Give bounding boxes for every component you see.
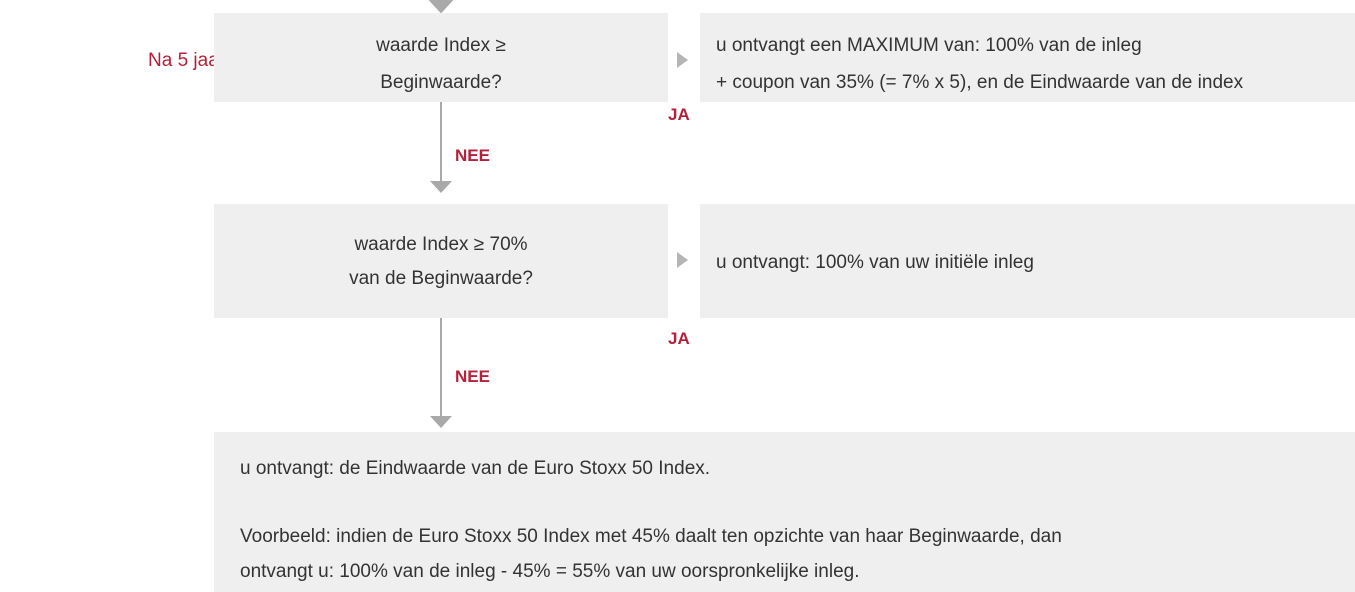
- question-line: van de Beginwaarde?: [349, 268, 533, 289]
- outcome-line: + coupon van 35% (= 7% x 5), en de Eindw…: [716, 72, 1244, 93]
- no-label: NEE: [455, 367, 490, 386]
- question-line: waarde Index ≥ 70%: [354, 234, 528, 255]
- pointer: [677, 252, 688, 268]
- outcome-line: u ontvangt een MAXIMUM van: 100% van de …: [716, 35, 1142, 56]
- no-label: NEE: [455, 146, 490, 165]
- outcome-box: [700, 204, 1355, 318]
- final-line: Voorbeeld: indien de Euro Stoxx 50 Index…: [240, 526, 1062, 547]
- final-line: ontvangt u: 100% van de inleg - 45% = 55…: [240, 561, 860, 582]
- decision-box: [214, 204, 668, 318]
- yes-label: JA: [668, 105, 690, 124]
- final-line: u ontvangt: de Eindwaarde van de Euro St…: [240, 458, 711, 479]
- decision-box: [214, 13, 668, 102]
- pointer: [677, 52, 688, 68]
- outcome-box: [700, 13, 1355, 102]
- stage-label: Na 5 jaar: [148, 50, 226, 71]
- arrow-head: [428, 0, 454, 14]
- arrow-head: [430, 416, 452, 428]
- question-line: waarde Index ≥: [376, 35, 506, 56]
- question-line: Beginwaarde?: [380, 72, 502, 93]
- final-box: [214, 432, 1355, 592]
- arrow-head: [430, 181, 452, 193]
- yes-label: JA: [668, 329, 690, 348]
- outcome-line: u ontvangt: 100% van uw initiële inleg: [716, 252, 1034, 273]
